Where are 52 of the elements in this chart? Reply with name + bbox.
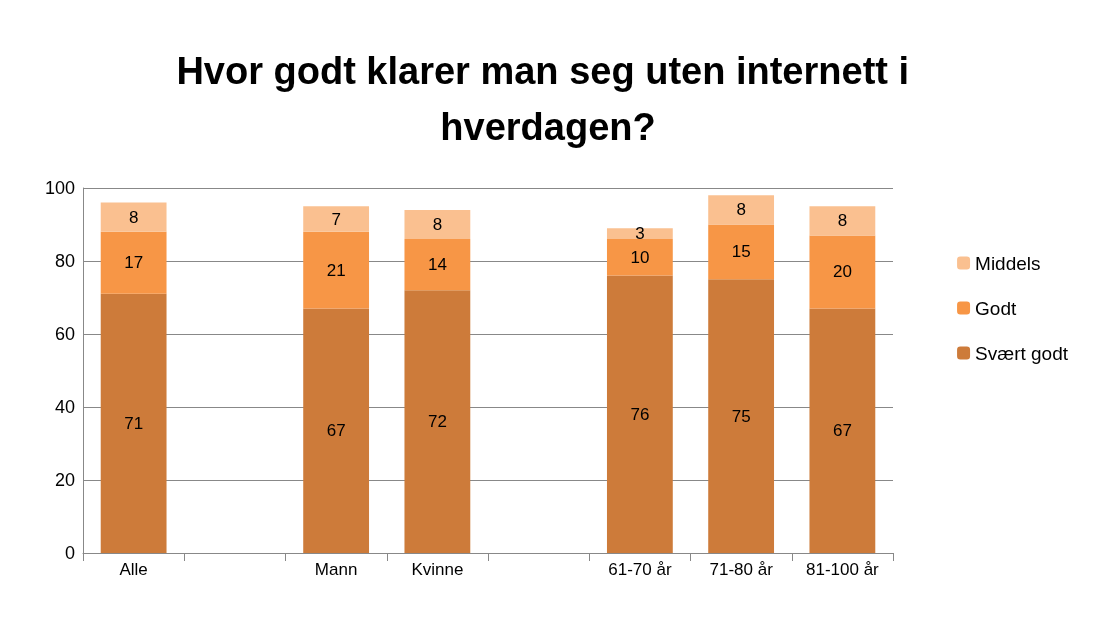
data-label: 14: [427, 255, 447, 275]
data-label: 72: [427, 412, 447, 432]
bar: [606, 239, 673, 276]
x-tick-label: Mann: [314, 560, 358, 579]
bar: [606, 275, 673, 553]
legend-label: Godt: [975, 297, 1017, 319]
data-label: 15: [731, 242, 751, 262]
bar: [404, 239, 471, 291]
bar: [100, 202, 167, 232]
bar: [303, 308, 370, 553]
bar: [809, 235, 876, 309]
data-label: 8: [432, 215, 443, 234]
bar: [708, 224, 775, 280]
data-label: 20: [832, 262, 852, 282]
legend-label: Middels: [975, 252, 1041, 274]
bar: [303, 206, 370, 232]
data-label: 71: [124, 413, 144, 433]
x-tick-label: 61-70 år: [608, 560, 672, 579]
bar: [100, 231, 167, 294]
bar: [809, 308, 876, 553]
y-tick-label: 60: [54, 324, 75, 344]
bar: [303, 231, 370, 309]
bar: [404, 290, 471, 553]
data-label: 8: [128, 207, 139, 227]
x-tick-label: 71-80 år: [709, 560, 774, 579]
bar: [708, 195, 775, 225]
data-label: 75: [731, 406, 751, 426]
bar: [809, 206, 876, 236]
y-tick-label: 80: [54, 251, 75, 271]
data-label: 67: [832, 421, 852, 441]
x-tick-label: Kvinne: [411, 560, 464, 579]
x-tick-label: 81-100 år: [805, 560, 880, 579]
bar: [606, 228, 673, 240]
y-tick-label: 0: [64, 543, 75, 563]
y-tick-label: 40: [54, 397, 75, 417]
y-tick-label: 20: [54, 470, 75, 490]
bar: [100, 293, 167, 553]
data-label: 7: [331, 209, 341, 229]
data-label: 67: [326, 421, 346, 441]
x-tick-label: Alle: [119, 560, 148, 579]
chart-title: Hvor godt klarer man seg uten internett i hverdagen?: [176, 50, 920, 148]
bar: [708, 279, 775, 553]
data-label: 8: [736, 200, 746, 220]
data-label: 76: [630, 404, 650, 424]
data-label: 3: [635, 224, 645, 244]
legend-label: Svært godt: [975, 342, 1069, 364]
data-label: 21: [326, 260, 346, 280]
data-label: 8: [837, 211, 848, 231]
bar: [404, 209, 471, 240]
data-label: 17: [124, 253, 144, 273]
y-tick-label: 100: [44, 178, 75, 198]
data-label: 10: [630, 247, 650, 267]
